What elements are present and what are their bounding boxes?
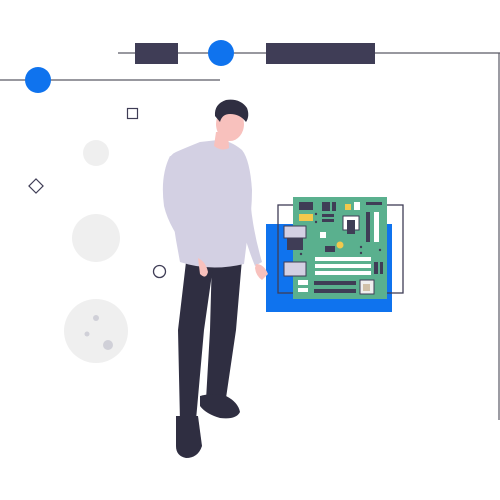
decorative-lines <box>0 40 500 420</box>
top-bar-right <box>266 43 375 64</box>
crater-3 <box>103 340 113 350</box>
square-outline-icon <box>126 107 139 120</box>
top-dot <box>208 40 234 66</box>
near-arm <box>162 156 206 262</box>
front-leg <box>178 260 214 422</box>
hair <box>214 99 249 122</box>
diamond-outline-icon <box>28 178 44 194</box>
front-shoe <box>176 416 202 458</box>
near-hand <box>198 258 208 277</box>
far-arm <box>232 152 262 266</box>
top-bar-left <box>135 43 178 64</box>
person-figure <box>162 99 268 458</box>
gray-circle-medium <box>72 214 120 262</box>
left-dot <box>25 67 51 93</box>
far-hand <box>255 264 268 280</box>
back-leg <box>206 256 242 410</box>
back-shoe <box>200 394 240 419</box>
circle-outline-icon <box>152 264 167 279</box>
gray-circle-large <box>64 299 128 363</box>
crater-2 <box>84 331 90 337</box>
circuit-board-icon <box>266 197 404 312</box>
crater-1 <box>93 315 99 321</box>
gray-circle-small <box>83 140 109 166</box>
